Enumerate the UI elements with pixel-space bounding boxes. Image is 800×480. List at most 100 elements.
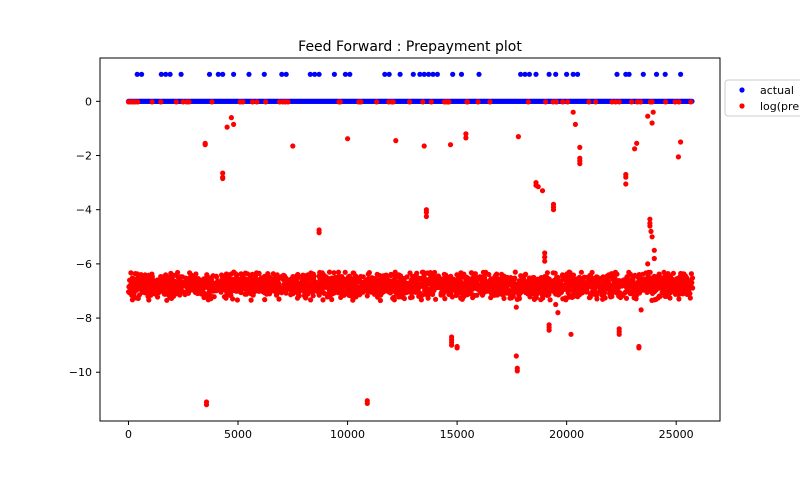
prediction-baseline-point [336,99,342,105]
prediction-band-point [645,274,651,280]
prediction-baseline-point [358,99,364,105]
prediction-band-point [575,283,582,289]
prediction-band-point [501,273,507,279]
prediction-band-point [682,273,688,279]
prediction-band-point [200,282,206,288]
prediction-band-point [391,297,397,303]
prediction-band-point [653,296,659,302]
prediction-band-point [364,293,370,299]
prediction-band-point [248,297,254,303]
prediction-baseline-point [282,99,288,105]
prediction-band-point [353,288,359,294]
y-tick-label: −4 [76,204,92,217]
prediction-baseline-point [672,99,678,105]
prediction-point [364,400,370,406]
prediction-band-point [418,297,424,303]
prediction-band-point [168,270,174,276]
prediction-band-point [441,276,447,282]
prediction-band-point [210,285,216,291]
prediction-band-point [166,285,172,292]
prediction-band-point [301,293,307,299]
axes-frame [99,57,721,422]
prediction-baseline-point [525,99,531,105]
prediction-band-point [475,275,481,281]
prediction-band-point [594,279,600,285]
prediction-band-point [648,279,654,285]
prediction-band-point [523,279,529,285]
actual-point [430,71,436,77]
prediction-baseline-point [158,99,164,105]
prediction-band-point [244,271,251,277]
prediction-band-point [164,297,170,303]
prediction-band-point [612,278,618,284]
prediction-band-point [332,274,338,281]
y-tick-label: −6 [76,258,92,271]
prediction-band-point [529,288,535,294]
prediction-band-point [370,280,376,286]
prediction-band-point [488,288,495,294]
prediction-point [555,310,561,316]
prediction-band-point [578,269,585,275]
prediction-band-point [155,294,161,300]
prediction-band-point [256,270,262,276]
y-axis-ticks: 0 −2 −4 −6 −8 −10 [69,95,100,379]
prediction-band-point [320,281,326,287]
prediction-point [651,247,657,253]
prediction-band-point [409,279,415,285]
prediction-band-point [568,278,575,284]
prediction-band-point [320,297,326,303]
prediction-point [645,261,651,267]
prediction-band-point [305,282,312,288]
actual-point [546,71,552,77]
prediction-band-point [447,274,453,280]
prediction-band-point [308,297,314,303]
prediction-band-point [635,274,641,280]
prediction-point [636,345,642,351]
prediction-point [675,154,682,160]
prediction-band-point [201,276,207,282]
prediction-band-point [608,294,614,300]
prediction-band-point [283,290,289,296]
prediction-band-point [469,286,476,292]
chart-title: Feed Forward : Prepayment plot [298,39,522,55]
prediction-band-point [431,274,437,280]
prediction-band-point [440,286,446,292]
prediction-band-point [435,281,441,287]
prediction-band-point [522,272,528,278]
prediction-point [423,213,429,220]
prediction-band-point [623,284,629,290]
prediction-band-point [135,280,141,286]
prediction-band-point [356,277,362,283]
actual-point [434,71,440,77]
prediction-band-point [182,279,188,285]
prediction-point [542,250,548,256]
prediction-band-point [146,297,152,303]
prediction-band-point [207,276,213,282]
prediction-baseline-point [550,99,556,105]
actual-point [167,71,173,77]
prediction-baseline-point [464,99,470,105]
prediction-band-point [471,276,477,282]
prediction-point [228,115,234,121]
prediction-band-point [269,286,275,292]
x-axis-ticks: 0 5000 10000 15000 20000 25000 [125,421,694,441]
prediction-band-point [211,294,217,300]
prediction-band-point [144,290,150,296]
prediction-band-point [510,282,516,288]
actual-point [450,71,456,77]
actual-point [662,71,668,77]
y-tick-label: −10 [69,366,92,379]
prediction-point [316,230,322,236]
prediction-band-point [570,292,576,298]
actual-point [307,71,313,77]
prediction-band-point [310,293,316,299]
prediction-band-point [338,281,344,288]
actual-point [220,71,226,77]
prediction-band-point [594,296,600,302]
prediction-band-point [504,281,510,287]
prediction-band-point [580,282,587,288]
prediction-band-point [458,270,464,276]
prediction-point [632,146,638,152]
